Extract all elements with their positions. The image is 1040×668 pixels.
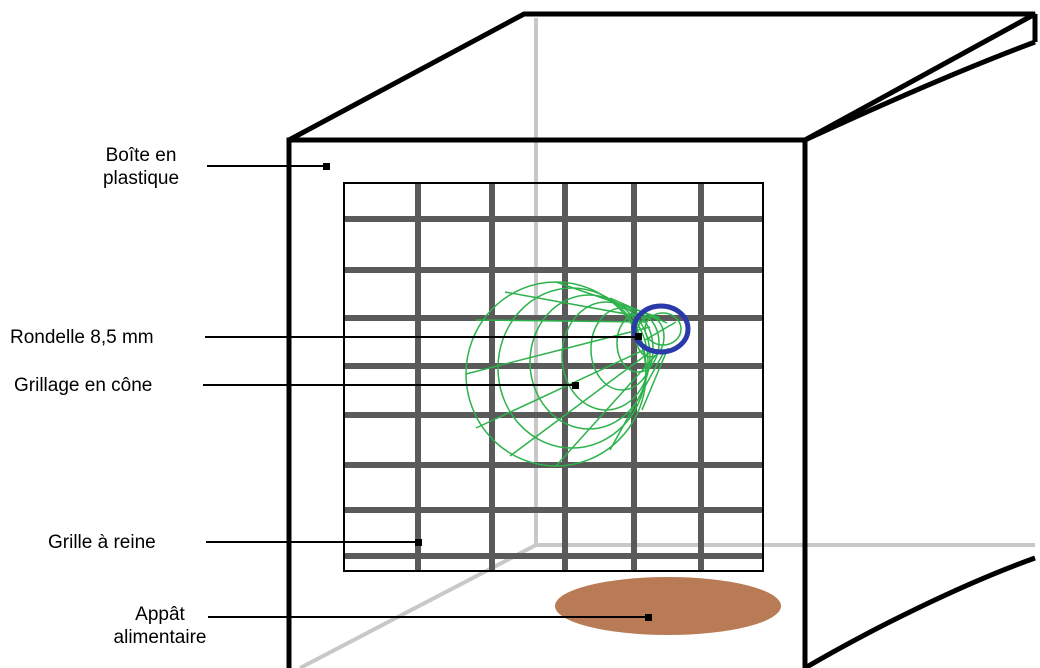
washer-ring (631, 303, 691, 355)
cone-leader-dot (572, 382, 579, 389)
washer-mesh (644, 312, 682, 346)
label-box: Boîte en plastique (86, 144, 196, 190)
label-cone: Grillage en cône (14, 374, 152, 397)
grid-horizontal-bars (344, 216, 763, 559)
box-right-bottom-edge (803, 555, 1036, 668)
leader-dots (323, 163, 652, 621)
label-bait-line1: Appât (135, 604, 185, 625)
box-outline (286, 11, 1038, 668)
label-washer-text: Rondelle 8,5 mm (10, 327, 154, 348)
grid-leader-dot (415, 539, 422, 546)
box-front-face (286, 137, 808, 668)
food-bait (555, 577, 781, 635)
washer-leader-dot (635, 333, 642, 340)
label-cone-text: Grillage en cône (14, 375, 153, 396)
label-washer: Rondelle 8,5 mm (10, 326, 154, 349)
label-box-line1: Boîte en (105, 145, 177, 166)
box-right-top-edge (803, 39, 1036, 143)
label-grid-text: Grille à reine (48, 532, 156, 553)
label-bait-line2: alimentaire (113, 627, 207, 648)
leader-lines (203, 165, 648, 618)
box-top-face (287, 11, 1037, 143)
label-grid: Grille à reine (48, 531, 156, 554)
box-back-edges (299, 18, 1035, 668)
grid-frame (343, 182, 764, 572)
label-bait: Appât alimentaire (100, 603, 220, 649)
queen-excluder-grid (343, 182, 764, 572)
label-box-line2: plastique (102, 168, 180, 189)
back-depth-edge (299, 543, 537, 668)
bait-leader-dot (645, 614, 652, 621)
box-leader-dot (323, 163, 330, 170)
